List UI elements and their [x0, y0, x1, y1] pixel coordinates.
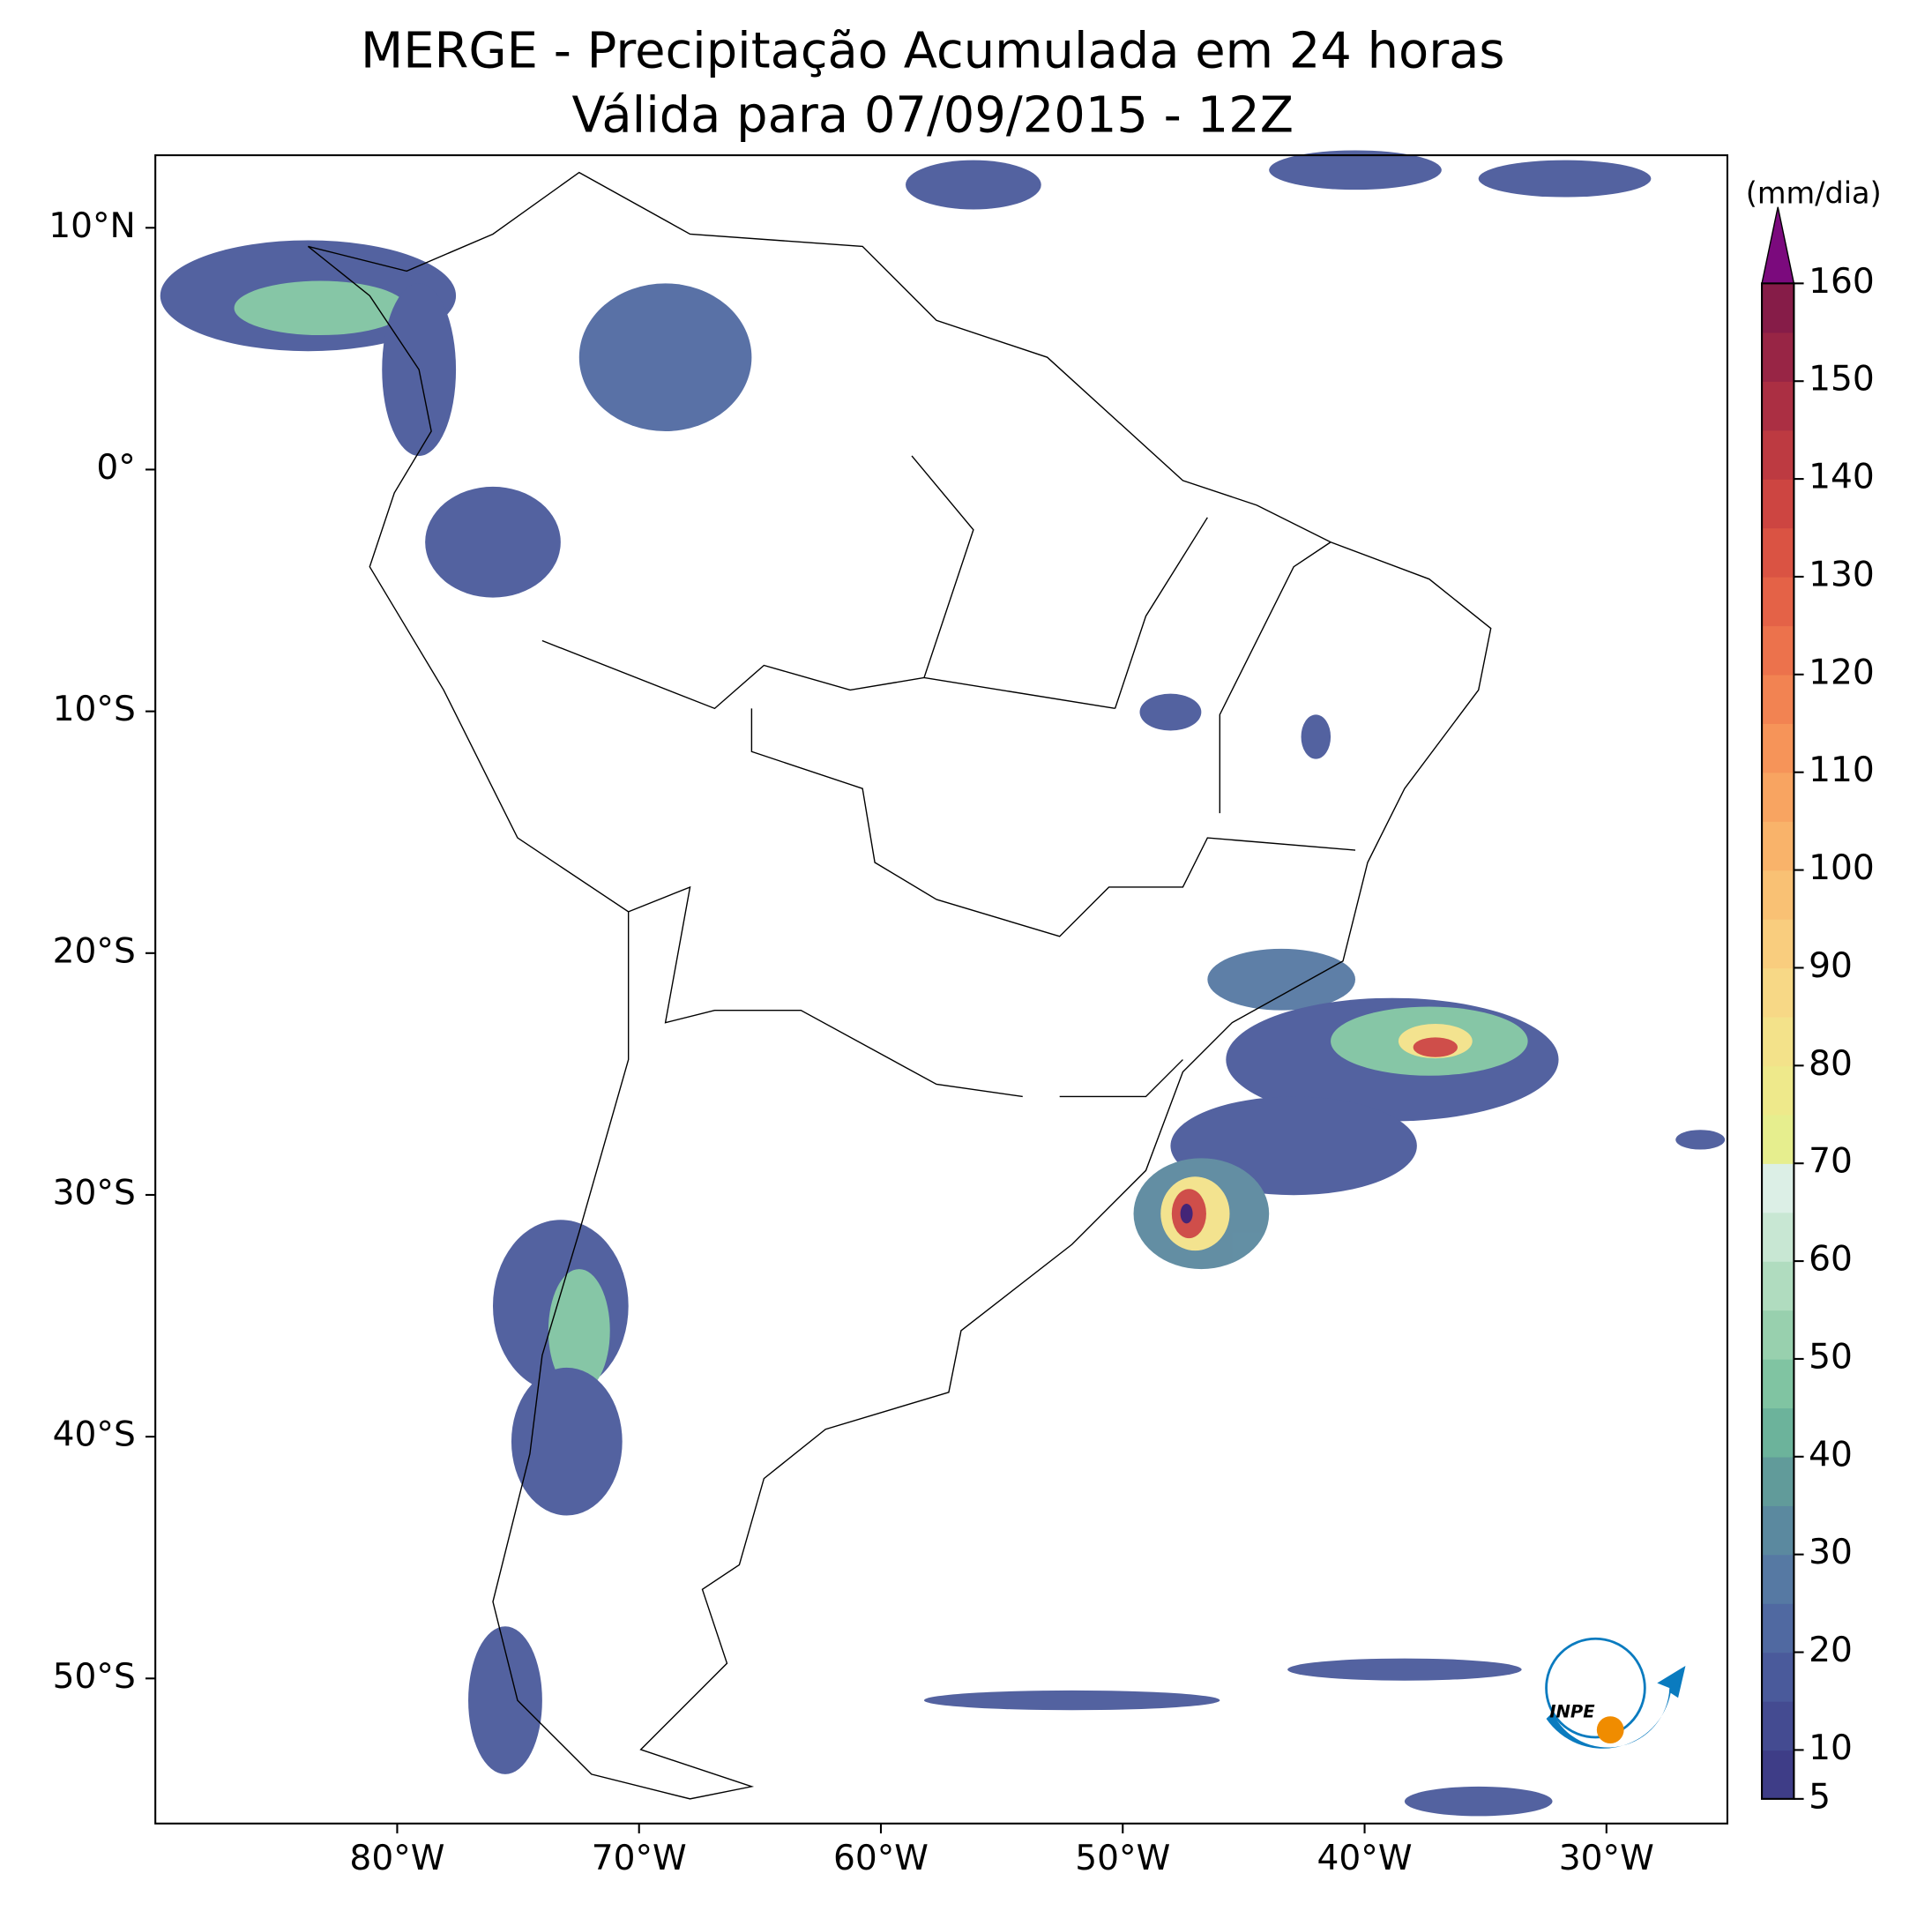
colorbar-band: [1762, 1750, 1794, 1800]
rain-area: [1675, 1130, 1726, 1150]
logo-ring: [1545, 1637, 1646, 1739]
colorbar-frame: [1761, 282, 1795, 1800]
y-tick-label: 10°N: [48, 206, 136, 246]
y-tick-label: 0°: [96, 448, 135, 488]
rain-area: [548, 1269, 610, 1392]
x-tick-label: 30°W: [1559, 1839, 1654, 1878]
rain-area: [511, 1367, 623, 1516]
coastline: [307, 171, 1492, 1800]
rain-area: [906, 160, 1041, 210]
colorbar-band: [1762, 479, 1794, 529]
colorbar-tick-label: 30: [1809, 1533, 1853, 1572]
colorbar-tick-label: 90: [1809, 946, 1853, 986]
colorbar-band: [1762, 919, 1794, 969]
rain-area: [1404, 1786, 1553, 1817]
y-tick-label: 30°S: [53, 1173, 136, 1213]
colorbar-tick-label: 160: [1809, 262, 1875, 302]
colorbar-band: [1762, 870, 1794, 920]
rain-area: [468, 1626, 542, 1774]
x-tick-label: 50°W: [1075, 1839, 1170, 1878]
x-tick-label: 80°W: [349, 1839, 444, 1878]
colorbar-band: [1762, 381, 1794, 431]
colorbar-band: [1762, 772, 1794, 822]
rain-area: [234, 280, 407, 336]
rain-area: [425, 486, 561, 598]
colorbar-band: [1762, 332, 1794, 382]
x-tick-label: 70°W: [592, 1839, 687, 1878]
subtitle: Válida para 07/09/2015 - 12Z: [572, 86, 1294, 144]
colorbar-band: [1762, 1456, 1794, 1506]
colorbar-band: [1762, 1603, 1794, 1653]
colorbar-band: [1762, 967, 1794, 1018]
colorbar-band: [1762, 1407, 1794, 1458]
y-tick-label: 10°S: [53, 690, 136, 729]
colorbar-tick-label: 10: [1809, 1728, 1853, 1768]
colorbar-band: [1762, 821, 1794, 871]
colorbar-band: [1762, 1700, 1794, 1751]
colorbar-tick-label: 100: [1809, 848, 1875, 888]
rain-area: [923, 1690, 1220, 1711]
colorbar-band: [1762, 1065, 1794, 1116]
x-tick-label: 40°W: [1317, 1839, 1413, 1878]
rain-area: [1413, 1037, 1458, 1057]
rain-area: [1301, 714, 1332, 759]
colorbar-tick-label: 40: [1809, 1435, 1853, 1474]
colorbar-band: [1762, 1261, 1794, 1311]
colorbar-band: [1762, 1212, 1794, 1262]
colorbar-tick-label: 150: [1809, 360, 1875, 399]
y-tick-label: 40°S: [53, 1415, 136, 1455]
colorbar-extend: [1761, 206, 1795, 285]
colorbar-band: [1762, 1505, 1794, 1556]
precipitation: [160, 150, 1726, 1817]
colorbar-band: [1762, 527, 1794, 578]
title: MERGE - Precipitação Acumulada em 24 hor…: [361, 23, 1505, 80]
colorbar-tick-label: 120: [1809, 653, 1875, 692]
rain-area: [1139, 693, 1202, 731]
colorbar-band: [1762, 1114, 1794, 1164]
map-border: [154, 153, 1728, 1825]
logo: INPE: [1545, 1637, 1686, 1749]
x-tick-label: 60°W: [833, 1839, 929, 1878]
rain-area: [1269, 150, 1442, 190]
colorbar-band: [1762, 1163, 1794, 1213]
colorbar-band: [1762, 674, 1794, 724]
y-tick-label: 20°S: [53, 931, 136, 971]
colorbar-tick-label: 20: [1809, 1631, 1853, 1670]
colorbar-band: [1762, 1358, 1794, 1409]
colorbar-tick-label: 5: [1809, 1777, 1831, 1817]
colorbar-tick-label: 80: [1809, 1044, 1853, 1084]
colorbar-tick-label: 130: [1809, 555, 1875, 594]
colorbar-band: [1762, 723, 1794, 773]
colorbar-tick-label: 110: [1809, 750, 1875, 790]
colorbar-band: [1762, 576, 1794, 627]
colorbar-band: [1762, 625, 1794, 676]
borders: [541, 455, 1356, 1098]
rain-area: [1207, 948, 1356, 1011]
colorbar-band: [1762, 1016, 1794, 1067]
map-frame: [154, 150, 1728, 1825]
colorbar-tick-label: 140: [1809, 458, 1875, 497]
colorbar-tick-label: 70: [1809, 1142, 1853, 1182]
colorbar-band: [1762, 1310, 1794, 1360]
logo-dot: [1596, 1716, 1624, 1743]
rain-area: [1180, 1204, 1193, 1224]
colorbar-band: [1762, 429, 1794, 480]
colorbar-band: [1762, 1652, 1794, 1702]
colorbar-band: [1762, 283, 1794, 333]
y-tick-label: 50°S: [53, 1657, 136, 1697]
colorbar-tick-label: 50: [1809, 1337, 1853, 1377]
rain-area: [1287, 1658, 1522, 1681]
colorbar-band: [1762, 1554, 1794, 1604]
colorbar-tick-label: 60: [1809, 1240, 1853, 1280]
colorbar-label: (mm/dia): [1746, 175, 1882, 210]
rain-area: [1478, 160, 1652, 198]
logo-text: INPE: [1549, 1702, 1595, 1722]
rain-area: [578, 283, 752, 432]
